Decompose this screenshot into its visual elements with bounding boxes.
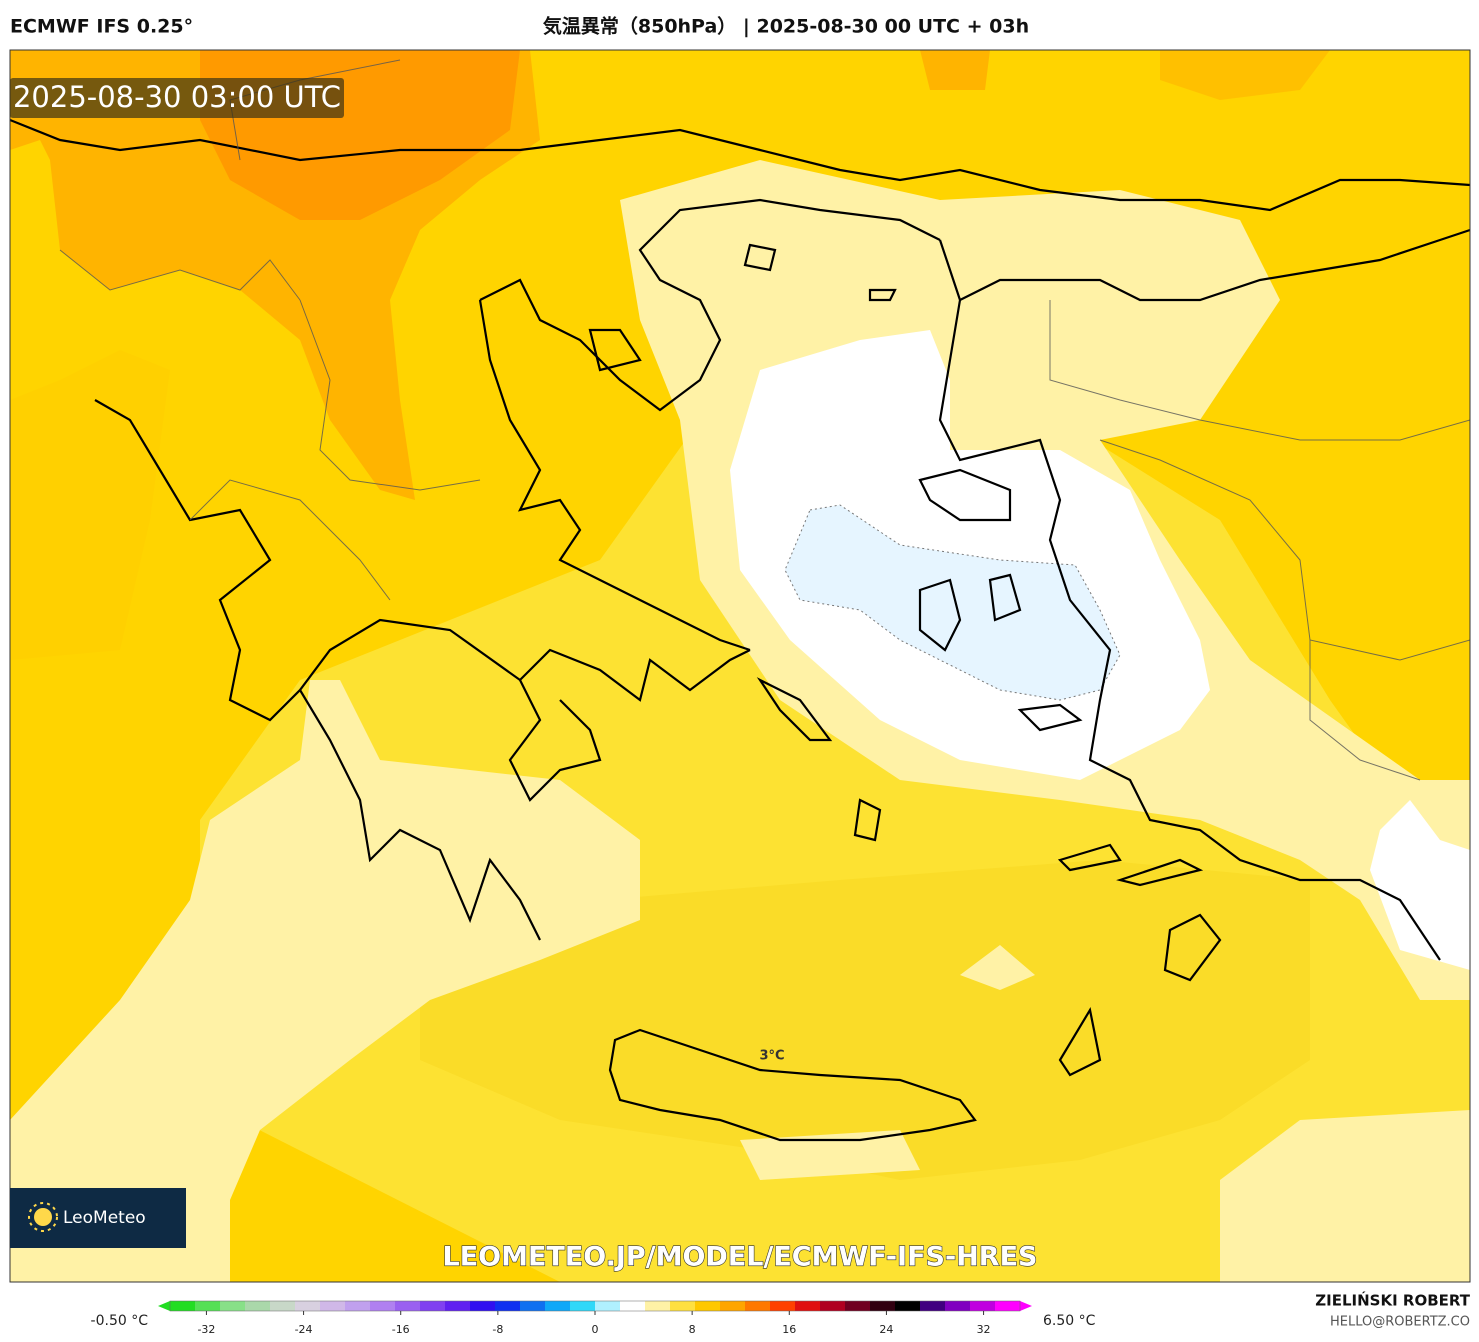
contour-label: 3°C bbox=[759, 1049, 784, 1064]
colorbar-tick-label: -32 bbox=[197, 1323, 215, 1336]
colorbar-swatch bbox=[645, 1301, 671, 1311]
colorbar-swatch bbox=[920, 1301, 946, 1311]
colorbar-swatch bbox=[545, 1301, 571, 1311]
colorbar-swatch bbox=[845, 1301, 871, 1311]
colorbar-swatch bbox=[970, 1301, 996, 1311]
colorbar-tick-label: -8 bbox=[492, 1323, 503, 1336]
colorbar-swatch bbox=[870, 1301, 896, 1311]
timestamp-box bbox=[10, 78, 344, 118]
colorbar-swatch bbox=[420, 1301, 446, 1311]
colorbar-max-label: 6.50 °C bbox=[1043, 1313, 1096, 1329]
colorbar-tick-label: 32 bbox=[977, 1323, 991, 1336]
colorbar-swatch bbox=[295, 1301, 321, 1311]
colorbar-swatch bbox=[445, 1301, 471, 1311]
colorbar-swatch bbox=[670, 1301, 696, 1311]
colorbar-swatch bbox=[595, 1301, 621, 1311]
colorbar-swatch bbox=[220, 1301, 246, 1311]
colorbar-swatch bbox=[945, 1301, 971, 1311]
colorbar-swatch bbox=[570, 1301, 596, 1311]
colorbar-tick-label: 24 bbox=[879, 1323, 893, 1336]
model-name: ECMWF IFS 0.25° bbox=[10, 16, 193, 38]
colorbar-swatch bbox=[320, 1301, 346, 1311]
timestamp: 2025-08-30 03:00 UTC bbox=[13, 80, 341, 114]
colorbar-swatch bbox=[995, 1301, 1021, 1311]
colorbar-tick-label: 8 bbox=[689, 1323, 696, 1336]
colorbar-swatch bbox=[795, 1301, 821, 1311]
colorbar-swatch bbox=[720, 1301, 746, 1311]
colorbar-tick-label: -16 bbox=[392, 1323, 410, 1336]
colorbar-swatch bbox=[170, 1301, 196, 1311]
email: HELLO@ROBERTZ.CO bbox=[1330, 1315, 1470, 1330]
colorbar-end-right bbox=[1020, 1301, 1032, 1311]
logo-text: LeoMeteo bbox=[63, 1208, 146, 1228]
map bbox=[10, 50, 1470, 1282]
colorbar-min-label: -0.50 °C bbox=[91, 1313, 149, 1329]
colorbar-end-left bbox=[158, 1301, 170, 1311]
colorbar-swatch bbox=[820, 1301, 846, 1311]
logo-sun bbox=[34, 1208, 52, 1226]
colorbar-swatch bbox=[620, 1301, 646, 1311]
colorbar-tick-label: 0 bbox=[592, 1323, 599, 1336]
colorbar-swatch bbox=[895, 1301, 921, 1311]
colorbar-swatch bbox=[695, 1301, 721, 1311]
colorbar: -32 -24 -16 -8 0 8 16 24 32 bbox=[158, 1300, 1032, 1336]
map-frame bbox=[9, 49, 1471, 1283]
colorbar-swatch bbox=[470, 1301, 496, 1311]
colorbar-swatch bbox=[520, 1301, 546, 1311]
colorbar-tick-label: -24 bbox=[295, 1323, 313, 1336]
logo-rays bbox=[28, 1202, 58, 1232]
colorbar-swatch bbox=[745, 1301, 771, 1311]
colorbar-swatch bbox=[395, 1301, 421, 1311]
colorbar-swatch bbox=[495, 1301, 521, 1311]
colorbar-swatch bbox=[195, 1301, 221, 1311]
title: 気温異常（850hPa） | 2025-08-30 00 UTC + 03h bbox=[543, 15, 1029, 38]
colorbar-swatch bbox=[270, 1301, 296, 1311]
colorbar-tick-label: 16 bbox=[782, 1323, 796, 1336]
author: ZIELIŃSKI ROBERT bbox=[1315, 1291, 1470, 1310]
colorbar-swatch bbox=[245, 1301, 271, 1311]
colorbar-swatch bbox=[345, 1301, 371, 1311]
colorbar-swatch bbox=[370, 1301, 396, 1311]
watermark-url: LEOMETEO.JP/MODEL/ECMWF-IFS-HRES bbox=[443, 1242, 1038, 1273]
colorbar-swatch bbox=[770, 1301, 796, 1311]
